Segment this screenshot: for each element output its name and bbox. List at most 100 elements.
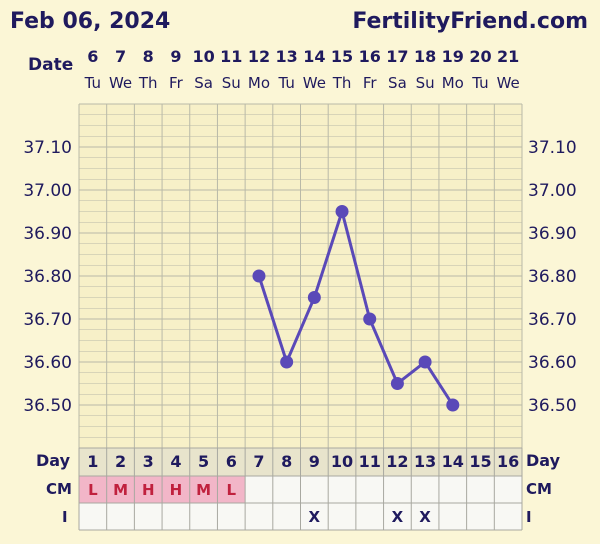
date-label: 11 (220, 47, 242, 66)
cm-value: H (142, 481, 155, 499)
date-label: 12 (248, 47, 270, 66)
y-tick-label: 36.70 (23, 310, 72, 330)
date-row-label: Date (28, 55, 73, 75)
day-row-label-right: Day (526, 451, 561, 470)
weekday-label: Th (332, 74, 352, 92)
day-number: 9 (309, 452, 320, 471)
cycle-table: 1 2 3 4 5 6 7 8 9 10 11 12 13 14 15 16L M H H M LX X X (78, 447, 523, 531)
weekday-label: Mo (442, 74, 464, 92)
temperature-point (446, 398, 460, 412)
weekday-label: Th (138, 74, 158, 92)
date-label: 18 (414, 47, 436, 66)
date-labels: 6 7 8 9 10 11 12 13 14 15 16 17 18 19 20 21 (87, 47, 519, 66)
y-tick-label: 36.80 (23, 267, 72, 287)
cm-value: H (170, 481, 183, 499)
cm-value: M (113, 481, 128, 499)
cm-cell-fill (134, 476, 163, 503)
cm-value: M (196, 481, 211, 499)
temperature-point (335, 205, 349, 218)
temperature-point (307, 291, 321, 304)
y-tick-label: 37.00 (23, 181, 72, 201)
date-label: 7 (115, 47, 126, 66)
weekday-label: Sa (194, 74, 213, 92)
weekday-label: We (303, 74, 326, 92)
date-label: 17 (386, 47, 408, 66)
site-name: FertilityFriend.com (352, 9, 588, 34)
y-tick-label: 36.70 (528, 310, 577, 330)
day-number: 4 (170, 452, 181, 471)
weekday-label: Tu (84, 74, 101, 92)
weekday-label: We (109, 74, 132, 92)
day-number: 13 (414, 452, 436, 471)
day-number: 12 (386, 452, 408, 471)
cm-value: L (88, 481, 98, 499)
day-number: 16 (497, 452, 519, 471)
cm-value: L (227, 481, 237, 499)
weekday-label: Su (416, 74, 435, 92)
date-label: 8 (143, 47, 154, 66)
y-tick-labels-right: 37.10 37.00 36.90 36.80 36.70 36.60 36.50 (528, 138, 577, 416)
y-tick-label: 37.10 (23, 138, 72, 158)
weekday-label: We (497, 74, 520, 92)
date-label: 15 (331, 47, 353, 66)
y-tick-label: 36.90 (528, 224, 577, 244)
weekday-label: Tu (277, 74, 294, 92)
y-tick-label: 37.10 (528, 138, 577, 158)
day-number: 5 (198, 452, 209, 471)
day-number: 6 (226, 452, 237, 471)
weekday-label: Sa (388, 74, 407, 92)
weekday-label: Fr (169, 74, 184, 92)
date-label: 21 (497, 47, 519, 66)
y-tick-label: 36.50 (528, 396, 577, 416)
temperature-series (252, 205, 460, 412)
y-tick-labels-left: 37.10 37.00 36.90 36.80 36.70 36.60 36.50 (23, 138, 72, 416)
intercourse-mark: X (392, 508, 404, 526)
date-label: 19 (442, 47, 464, 66)
day-number: 14 (442, 452, 464, 471)
day-number: 2 (115, 452, 126, 471)
date-label: 9 (170, 47, 181, 66)
day-number: 11 (359, 452, 381, 471)
weekday-label: Su (222, 74, 241, 92)
intercourse-row-label-right: I (526, 508, 532, 526)
weekday-label: Fr (363, 74, 378, 92)
cm-row-label-left: CM (46, 480, 72, 498)
cm-cell-fill (189, 476, 218, 503)
y-tick-label: 37.00 (528, 181, 577, 201)
weekday-labels: Tu We Th Fr Sa Su Mo Tu We Th Fr Sa Su Mo Tu We (84, 74, 520, 92)
weekday-label: Tu (471, 74, 488, 92)
y-tick-label: 36.90 (23, 224, 72, 244)
intercourse-mark: X (309, 508, 321, 526)
date-label: 20 (469, 47, 491, 66)
date-label: 14 (303, 47, 325, 66)
cm-cell-fill (217, 476, 246, 503)
y-tick-label: 36.50 (23, 396, 72, 416)
cm-cell-fill (162, 476, 190, 503)
y-tick-label: 36.60 (23, 353, 72, 373)
day-number: 15 (469, 452, 491, 471)
date-label: 13 (276, 47, 298, 66)
y-tick-label: 36.60 (528, 353, 577, 373)
cm-cell-fill (79, 476, 107, 503)
grid-lines (78, 103, 523, 449)
day-row-label-left: Day (36, 451, 71, 470)
weekday-label: Mo (248, 74, 270, 92)
day-number: 10 (331, 452, 353, 471)
day-number: 8 (281, 452, 292, 471)
temperature-point (418, 355, 432, 369)
temperature-point (252, 269, 266, 283)
y-tick-label: 36.80 (528, 267, 577, 287)
intercourse-row-label-left: I (62, 508, 68, 526)
date-label: 10 (192, 47, 214, 66)
chart-date: Feb 06, 2024 (10, 9, 170, 34)
day-number: 3 (143, 452, 154, 471)
temperature-point (280, 355, 294, 369)
cm-row-label-right: CM (526, 480, 552, 498)
temperature-point (363, 312, 377, 326)
date-label: 16 (359, 47, 381, 66)
cm-cell-fill (106, 476, 135, 503)
day-number: 7 (253, 452, 264, 471)
date-label: 6 (87, 47, 98, 66)
